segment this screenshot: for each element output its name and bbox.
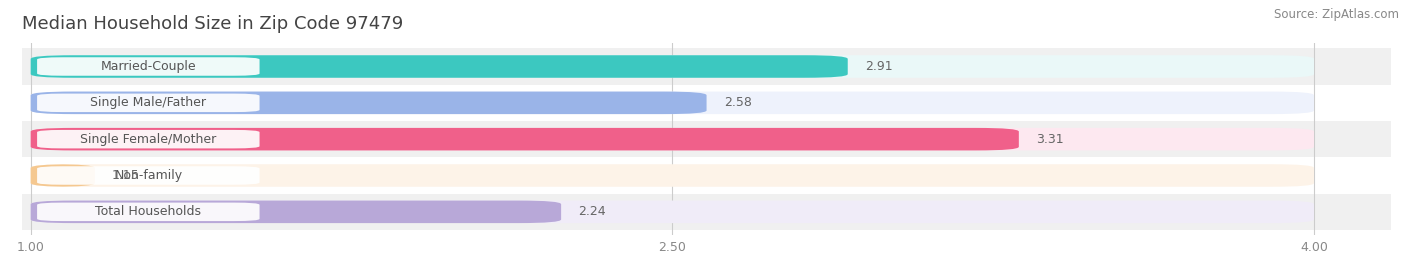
- Text: 2.91: 2.91: [865, 60, 893, 73]
- Text: Source: ZipAtlas.com: Source: ZipAtlas.com: [1274, 8, 1399, 21]
- Text: Single Male/Father: Single Male/Father: [90, 96, 207, 109]
- FancyBboxPatch shape: [37, 94, 260, 112]
- FancyBboxPatch shape: [37, 130, 260, 148]
- FancyBboxPatch shape: [37, 203, 260, 221]
- FancyBboxPatch shape: [31, 201, 1315, 223]
- Text: 2.24: 2.24: [578, 205, 606, 218]
- Text: Single Female/Mother: Single Female/Mother: [80, 133, 217, 146]
- FancyBboxPatch shape: [31, 91, 707, 114]
- FancyBboxPatch shape: [31, 91, 1315, 114]
- Text: Married-Couple: Married-Couple: [100, 60, 195, 73]
- Text: 2.58: 2.58: [724, 96, 752, 109]
- FancyBboxPatch shape: [31, 55, 1315, 78]
- FancyBboxPatch shape: [31, 55, 848, 78]
- FancyBboxPatch shape: [10, 121, 1406, 157]
- Text: 1.15: 1.15: [112, 169, 139, 182]
- FancyBboxPatch shape: [37, 166, 260, 185]
- FancyBboxPatch shape: [31, 164, 1315, 187]
- Text: Median Household Size in Zip Code 97479: Median Household Size in Zip Code 97479: [22, 15, 404, 33]
- Text: Total Households: Total Households: [96, 205, 201, 218]
- FancyBboxPatch shape: [31, 128, 1019, 150]
- FancyBboxPatch shape: [31, 201, 561, 223]
- FancyBboxPatch shape: [31, 164, 94, 187]
- FancyBboxPatch shape: [10, 194, 1406, 230]
- FancyBboxPatch shape: [10, 157, 1406, 194]
- FancyBboxPatch shape: [10, 48, 1406, 85]
- Text: Non-family: Non-family: [114, 169, 183, 182]
- FancyBboxPatch shape: [10, 85, 1406, 121]
- FancyBboxPatch shape: [31, 128, 1315, 150]
- FancyBboxPatch shape: [37, 57, 260, 76]
- Text: 3.31: 3.31: [1036, 133, 1063, 146]
